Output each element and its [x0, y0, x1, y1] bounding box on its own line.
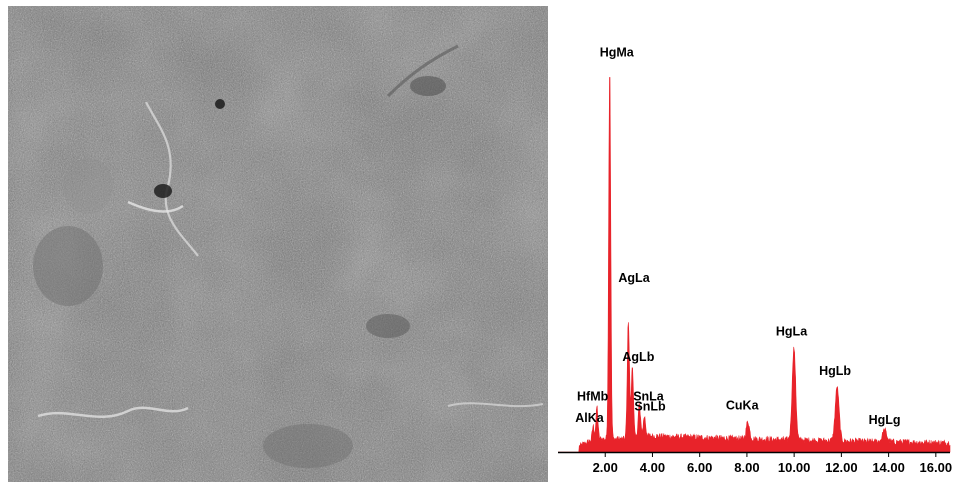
x-tick-label: 8.00	[734, 460, 759, 475]
spectrum-series	[558, 77, 951, 453]
x-tick-label: 16.00	[920, 460, 953, 475]
spectrum-layer	[558, 77, 951, 453]
peak-label-aglb: AgLb	[622, 350, 654, 364]
x-tick-label: 6.00	[687, 460, 712, 475]
peak-label-cuka: CuKa	[726, 398, 760, 412]
sem-micrograph-image	[8, 6, 548, 482]
peak-label-snlb: SnLb	[634, 399, 666, 413]
peak-label-hglg: HgLg	[869, 413, 901, 427]
x-tick-label: 12.00	[825, 460, 858, 475]
eds-spectrum-chart: AlKa HfMb HgMa AgLa AgLb SnLa SnLb CuKa HgLa HgLb…	[552, 0, 956, 486]
peak-label-alka: AlKa	[575, 411, 605, 425]
peak-label-hglb: HgLb	[819, 364, 851, 378]
peak-label-hgma: HgMa	[600, 46, 635, 60]
peak-label-agla: AgLa	[618, 271, 650, 285]
peak-label-hgla: HgLa	[776, 325, 808, 339]
x-axis-ticks: 2.00 4.00 6.00 8.00 10.00 12.00 14.00 16.00	[593, 452, 953, 475]
sem-micrograph	[8, 6, 548, 482]
x-tick-label: 10.00	[778, 460, 811, 475]
x-tick-label: 4.00	[640, 460, 665, 475]
peak-label-hfmb: HfMb	[577, 389, 609, 403]
x-tick-label: 14.00	[872, 460, 905, 475]
x-tick-label: 2.00	[593, 460, 618, 475]
peak-label-snla: SnLa	[633, 389, 665, 403]
